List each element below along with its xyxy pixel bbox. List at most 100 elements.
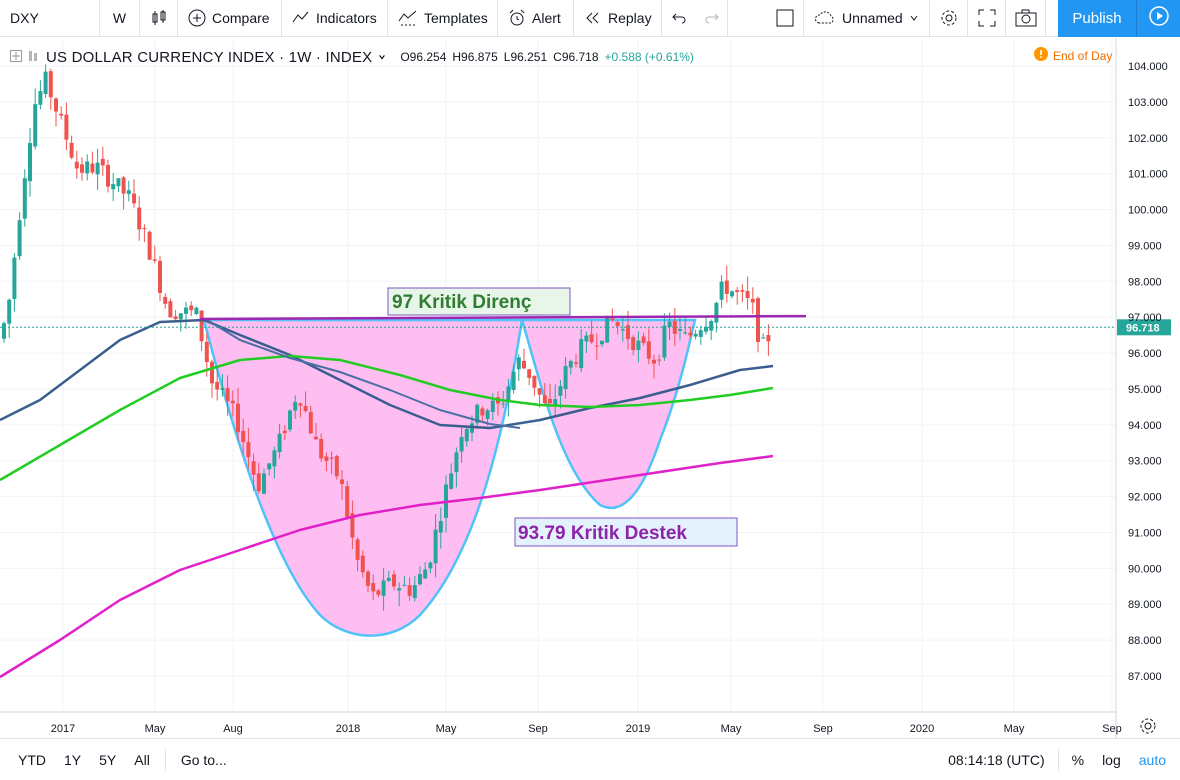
- candle-body: [17, 220, 22, 257]
- candle-body: [22, 178, 27, 219]
- candle-body: [501, 403, 506, 405]
- candle-body: [324, 456, 329, 462]
- candle-body: [631, 337, 636, 351]
- candle-body: [464, 428, 469, 442]
- replay-button[interactable]: Replay: [574, 0, 662, 37]
- candle-body: [251, 461, 256, 475]
- candle-body: [761, 337, 766, 339]
- fullscreen-layout-button[interactable]: [766, 0, 804, 37]
- candle-body: [194, 307, 199, 315]
- candle-body: [532, 375, 537, 388]
- candle-body: [121, 177, 126, 194]
- alert-button[interactable]: Alert: [498, 0, 574, 37]
- candle-body: [636, 340, 641, 350]
- candle-body: [594, 345, 599, 347]
- undo-button[interactable]: [662, 0, 696, 37]
- price-chart[interactable]: 96.718 97 Kritik Direnç 93.79 Kritik Deste…: [0, 38, 1180, 738]
- candle-body: [142, 227, 147, 229]
- redo-button[interactable]: [696, 0, 728, 37]
- range-all[interactable]: All: [134, 751, 150, 768]
- candle-body: [360, 555, 365, 573]
- candle-body: [90, 163, 95, 173]
- candle-body: [303, 405, 308, 412]
- support-annotation-box: [514, 517, 738, 547]
- price-tick-label: 87.000: [1128, 671, 1162, 683]
- candle-body: [709, 320, 714, 331]
- time-tick-label: 2018: [336, 723, 360, 735]
- candles: [2, 64, 771, 611]
- candle-body: [132, 193, 136, 204]
- candle-body: [371, 582, 376, 592]
- fullscreen-button[interactable]: [968, 0, 1006, 37]
- candle-body: [59, 113, 64, 116]
- camera-icon: [1015, 9, 1037, 27]
- price-tick-label: 98.000: [1128, 276, 1162, 288]
- candle-body: [28, 143, 32, 182]
- candle-body: [454, 452, 459, 473]
- range-5y[interactable]: 5Y: [99, 751, 117, 768]
- legend-change: +0.588 (+0.61%): [604, 50, 694, 64]
- candle-body: [199, 310, 204, 342]
- candle-body: [714, 302, 719, 323]
- collapse-icon[interactable]: [10, 49, 22, 65]
- symbol-search-button[interactable]: DXY: [0, 0, 100, 37]
- candle-body: [340, 479, 344, 485]
- price-tick-label: 102.000: [1128, 133, 1168, 145]
- candle-body: [100, 158, 105, 166]
- log-toggle[interactable]: log: [1102, 751, 1121, 768]
- price-tick-label: 96.000: [1128, 348, 1162, 360]
- candle-body: [204, 341, 209, 363]
- legend-low: L96.251: [503, 50, 548, 64]
- symbol-label: DXY: [10, 10, 39, 26]
- candle-body: [516, 357, 521, 370]
- candle-body: [137, 207, 142, 230]
- percent-toggle[interactable]: %: [1071, 751, 1085, 768]
- templates-button[interactable]: Templates: [388, 0, 498, 37]
- price-tick-label: 95.000: [1128, 384, 1162, 396]
- chevron-down-icon[interactable]: [378, 50, 386, 64]
- indicators-button[interactable]: Indicators: [282, 0, 388, 37]
- layout-name-button[interactable]: Unnamed: [804, 0, 930, 37]
- candle-body: [267, 463, 272, 470]
- play-button[interactable]: [1136, 0, 1180, 37]
- candle-body: [584, 335, 589, 342]
- candle-body: [766, 335, 771, 342]
- candle-body: [678, 329, 682, 331]
- cup-pattern-left: [202, 318, 524, 637]
- candle-body: [558, 386, 563, 396]
- candle-body: [43, 71, 48, 95]
- range-ytd[interactable]: YTD: [18, 751, 46, 768]
- settings-button[interactable]: [930, 0, 968, 37]
- end-of-day-badge[interactable]: End of Day: [1034, 47, 1112, 64]
- candle-body: [220, 388, 225, 390]
- auto-toggle[interactable]: auto: [1138, 751, 1166, 768]
- candle-body: [74, 161, 79, 169]
- candle-body: [475, 404, 480, 424]
- candle-body: [667, 321, 672, 327]
- rewind-icon: [584, 9, 602, 27]
- interval-button[interactable]: W: [100, 0, 140, 37]
- candle-body: [392, 574, 396, 587]
- chart-style-button[interactable]: [140, 0, 178, 37]
- templates-icon: [398, 9, 418, 27]
- candle-body: [657, 359, 662, 361]
- publish-button[interactable]: Publish: [1058, 0, 1136, 37]
- candle-body: [236, 403, 240, 433]
- candle-body: [438, 520, 443, 533]
- clock-time[interactable]: 08:14:18 (UTC): [948, 751, 1045, 768]
- candle-body: [7, 299, 12, 324]
- candle-body: [506, 386, 511, 403]
- candle-body: [126, 190, 131, 194]
- snapshot-button[interactable]: [1006, 0, 1046, 37]
- candle-body: [620, 329, 625, 331]
- square-icon: [776, 9, 794, 27]
- play-icon: [1148, 5, 1170, 32]
- compare-button[interactable]: Compare: [178, 0, 282, 37]
- range-1y[interactable]: 1Y: [64, 751, 82, 768]
- candle-body: [38, 91, 43, 105]
- candle-body: [64, 114, 69, 140]
- goto-button[interactable]: Go to...: [180, 751, 227, 768]
- candle-body: [178, 313, 183, 320]
- alarm-clock-icon: [508, 9, 526, 27]
- candle-body: [600, 340, 604, 345]
